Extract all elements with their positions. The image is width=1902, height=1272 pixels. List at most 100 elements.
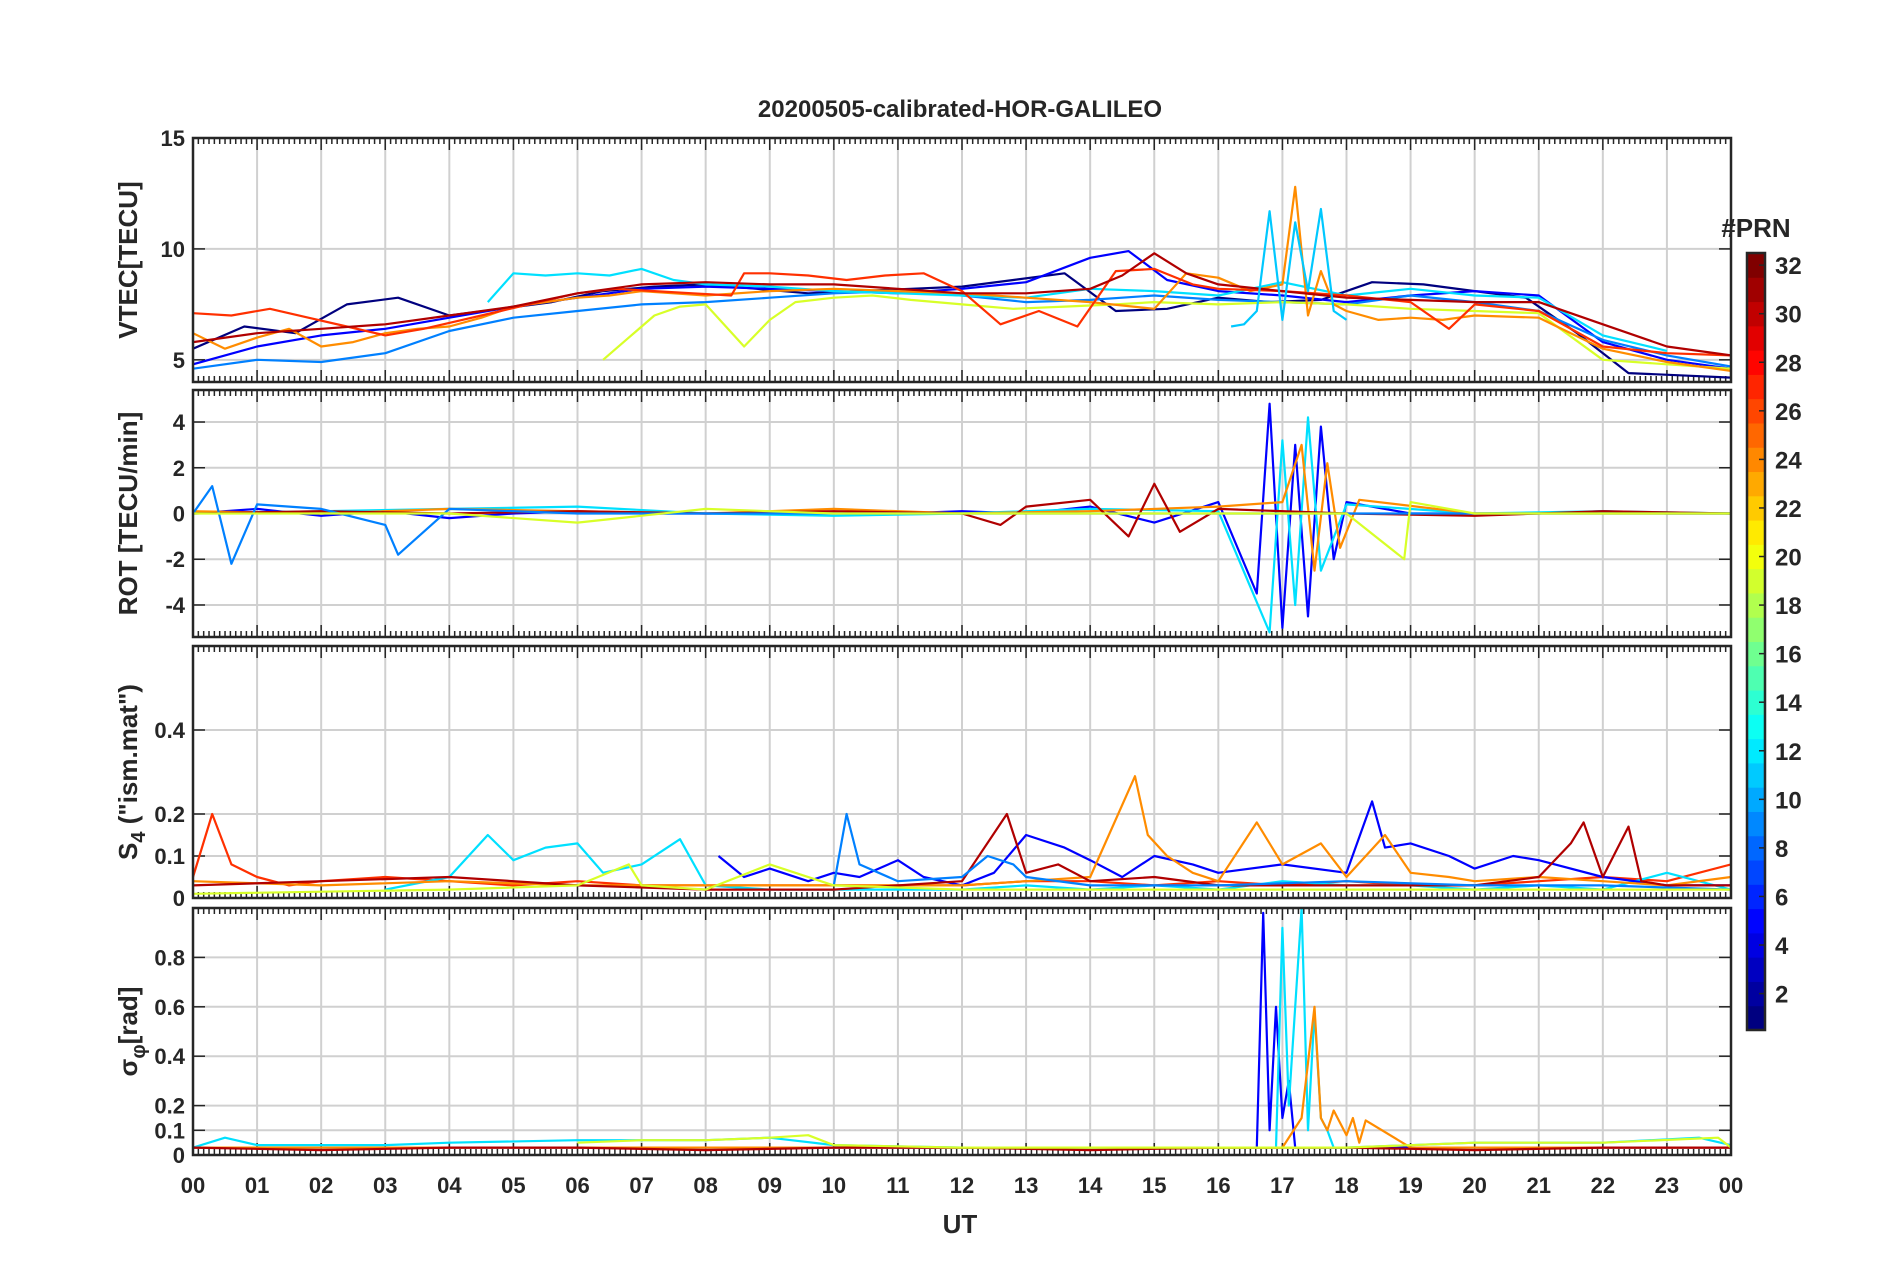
y-tick-label: 5 <box>173 348 185 373</box>
panel-4: 00.10.2 0.4 0.6 0.8σφ[rad] <box>113 906 1733 1168</box>
colorbar-tick-label: 12 <box>1775 739 1802 766</box>
colorbar-tick-label: 32 <box>1775 253 1802 280</box>
x-tick-label: 12 <box>950 1173 974 1198</box>
x-tick-label: 14 <box>1078 1173 1103 1198</box>
x-tick-label: 01 <box>245 1173 269 1198</box>
y-tick-label: 0.2 <box>154 1094 185 1119</box>
colorbar-tick-label: 2 <box>1775 982 1788 1009</box>
colorbar-segment <box>1747 665 1765 691</box>
colorbar-segment <box>1747 908 1765 934</box>
colorbar-segment <box>1747 253 1765 278</box>
colorbar-tick-label: 10 <box>1775 787 1802 814</box>
colorbar-segment <box>1747 835 1765 861</box>
series-line <box>193 250 1731 370</box>
x-tick-label: 04 <box>437 1173 462 1198</box>
colorbar-segment <box>1747 447 1765 473</box>
chart-title: 20200505-calibrated-HOR-GALILEO <box>758 96 1162 123</box>
colorbar-tick-label: 22 <box>1775 496 1802 523</box>
series-line <box>193 416 1731 634</box>
panel-2: -4 -2 0 2 4 ROT [TECU/min] <box>113 388 1733 639</box>
colorbar-tick-label: 24 <box>1775 447 1802 474</box>
y-tick-label: 0 <box>173 502 185 527</box>
x-tick-label: 18 <box>1334 1173 1358 1198</box>
plot-frame <box>191 644 1733 900</box>
colorbar-tick-label: 14 <box>1775 690 1802 717</box>
series-line <box>1230 207 1348 328</box>
colorbar-segment <box>1747 495 1765 521</box>
x-axis-label: UT <box>943 1209 978 1239</box>
series-line <box>577 1134 1731 1149</box>
x-tick-label: 09 <box>758 1173 782 1198</box>
colorbar-segment <box>1747 1005 1765 1031</box>
series-line <box>193 812 1731 891</box>
colorbar-segment <box>1747 398 1765 424</box>
x-tick-label: 17 <box>1270 1173 1294 1198</box>
x-tick-label: 21 <box>1527 1173 1551 1198</box>
x-tick-label: 06 <box>565 1173 589 1198</box>
series-line <box>193 267 1731 357</box>
x-tick-label: 15 <box>1142 1173 1166 1198</box>
y-tick-label: 0 <box>173 886 185 911</box>
plot-frame <box>191 388 1733 639</box>
colorbar-segment <box>1747 422 1765 448</box>
colorbar-tick-label: 28 <box>1775 350 1802 377</box>
series-line <box>602 294 1731 370</box>
y-tick-label: 0.2 <box>154 802 185 827</box>
colorbar-frame <box>1745 251 1767 1032</box>
y-tick-label: 10 <box>161 237 185 262</box>
y-axis-label: ROT [TECU/min] <box>113 412 143 616</box>
series-line <box>486 267 1668 352</box>
y-tick-label: 0.4 <box>154 1044 185 1069</box>
colorbar-segment <box>1747 690 1765 715</box>
y-axis-label: S4 ("ism.mat") <box>113 684 150 860</box>
colorbar-segment <box>1747 374 1765 400</box>
y-tick-label: 2 <box>173 456 185 481</box>
colorbar-segment <box>1747 981 1765 1007</box>
colorbar-tick-label: 4 <box>1775 933 1789 960</box>
x-tick-label: 10 <box>822 1173 846 1198</box>
colorbar-segment <box>1747 738 1765 764</box>
y-tick-label: 0.6 <box>154 995 185 1020</box>
colorbar-segment <box>1747 277 1765 303</box>
colorbar-segment <box>1747 884 1765 910</box>
x-tick-label: 20 <box>1462 1173 1486 1198</box>
colorbar-segment <box>1747 932 1765 958</box>
y-tick-label: 4 <box>173 410 186 435</box>
colorbar-tick-label: 26 <box>1775 399 1802 426</box>
colorbar-tick-label: 18 <box>1775 593 1802 620</box>
colorbar-segment <box>1747 544 1765 570</box>
x-tick-label: 16 <box>1206 1173 1230 1198</box>
x-tick-label: 00 <box>1719 1173 1743 1198</box>
y-tick-label: 0.4 <box>154 718 185 743</box>
colorbar-segment <box>1747 762 1765 788</box>
colorbar-title: #PRN <box>1721 213 1790 243</box>
colorbar-tick-label: 16 <box>1775 642 1802 669</box>
series-line <box>193 501 1731 561</box>
series-line <box>717 800 1731 887</box>
panel-1: 5 10 15 VTEC[TECU] <box>113 126 1733 384</box>
y-tick-label: 0.8 <box>154 945 185 970</box>
series-line <box>193 863 1731 895</box>
colorbar-segment <box>1747 471 1765 497</box>
y-tick-label: -4 <box>165 593 185 618</box>
plot-frame <box>191 136 1733 384</box>
y-axis-label: VTEC[TECU] <box>113 181 143 338</box>
panel-3: 0 0.1 0.2 0.4S4 ("ism.mat") <box>113 644 1733 911</box>
colorbar-segment <box>1747 301 1765 327</box>
colorbar-segment <box>1747 350 1765 375</box>
colorbar-tick-label: 8 <box>1775 836 1788 863</box>
colorbar-segment <box>1747 860 1765 885</box>
series-line <box>193 252 1731 357</box>
colorbar-segment <box>1747 957 1765 982</box>
colorbar-tick-label: 30 <box>1775 302 1802 329</box>
x-tick-label: 19 <box>1398 1173 1422 1198</box>
y-tick-label: 0.1 <box>154 844 185 869</box>
x-tick-label: 07 <box>629 1173 653 1198</box>
colorbar-segment <box>1747 714 1765 740</box>
x-axis: 00 01 02 03 04 05 06 07 08 09 10 11 12 13 14 15 16 17 18 19… <box>181 1173 1743 1198</box>
colorbar-segment <box>1747 325 1765 351</box>
y-tick-label: 0.1 <box>154 1118 185 1143</box>
x-tick-label: 00 <box>181 1173 205 1198</box>
